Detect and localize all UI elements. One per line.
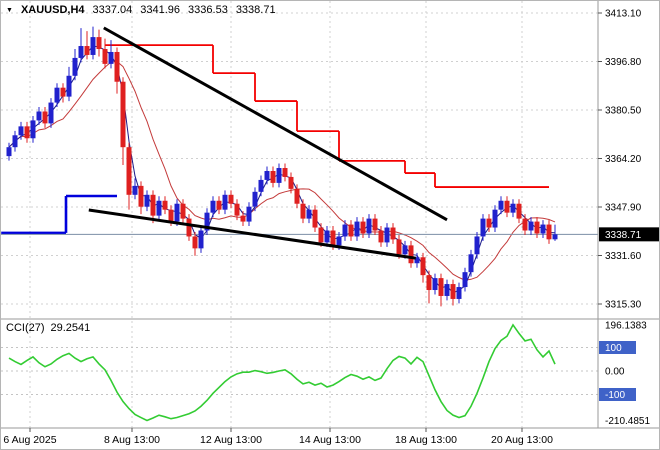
red-step-line — [105, 44, 549, 188]
svg-text:3396.80: 3396.80 — [605, 57, 642, 68]
svg-text:18 Aug 13:00: 18 Aug 13:00 — [395, 434, 457, 446]
cci-level-lines — [1, 347, 598, 395]
svg-text:3338.71: 3338.71 — [605, 230, 642, 241]
indicator-value-label: 29.2541 — [50, 322, 91, 334]
svg-text:6 Aug 2025: 6 Aug 2025 — [3, 434, 56, 446]
svg-text:-210.4851: -210.4851 — [605, 416, 650, 427]
svg-text:3347.90: 3347.90 — [605, 203, 642, 214]
svg-text:-100: -100 — [605, 390, 625, 401]
time-axis[interactable]: 6 Aug 2025 8 Aug 13:00 12 Aug 13:00 14 Aug … — [3, 428, 553, 446]
svg-text:196.1383: 196.1383 — [605, 320, 647, 331]
svg-text:0.00: 0.00 — [605, 367, 625, 378]
svg-text:3364.20: 3364.20 — [605, 154, 642, 165]
current-price-badge: 3338.71 — [599, 227, 659, 242]
blue-step-line — [1, 194, 117, 235]
symbol-dropdown-icon[interactable]: ▼ — [6, 6, 13, 14]
indicator-name-label: CCI(27) — [6, 322, 45, 334]
svg-text:3380.50: 3380.50 — [605, 106, 642, 117]
ohlc-open-value: 3337.04 — [92, 4, 133, 16]
svg-text:3331.60: 3331.60 — [605, 251, 642, 262]
svg-text:8 Aug 13:00: 8 Aug 13:00 — [104, 434, 160, 446]
ohlc-high-value: 3341.96 — [140, 4, 181, 16]
svg-text:100: 100 — [605, 343, 622, 354]
ma-slow-line — [8, 60, 556, 281]
price-axis[interactable]: 3413.10 3396.80 3380.50 3364.20 3347.90 3331.… — [598, 9, 642, 311]
svg-text:3413.10: 3413.10 — [605, 9, 642, 20]
svg-text:14 Aug 13:00: 14 Aug 13:00 — [299, 434, 361, 446]
indicator-header: CCI(27) 29.2541 — [6, 322, 90, 334]
indicator-axis[interactable]: 196.1383 100 0.00 -100 -210.4851 — [599, 320, 650, 427]
ohlc-low-value: 3336.53 — [188, 4, 228, 16]
grid — [1, 1, 598, 428]
chart-header: ▼ XAUUSD,H4 3337.04 3341.96 3336.53 3338… — [6, 4, 276, 16]
svg-text:20 Aug 13:00: 20 Aug 13:00 — [491, 434, 553, 446]
candles — [6, 26, 558, 307]
cci-indicator-line — [8, 323, 556, 422]
ohlc-close-value: 3338.71 — [235, 4, 276, 16]
trendlines[interactable] — [88, 26, 448, 260]
symbol-timeframe-label: XAUUSD,H4 — [20, 4, 85, 16]
pane-separators — [1, 1, 659, 429]
svg-text:12 Aug 13:00: 12 Aug 13:00 — [200, 434, 262, 446]
svg-text:3315.30: 3315.30 — [605, 300, 642, 311]
